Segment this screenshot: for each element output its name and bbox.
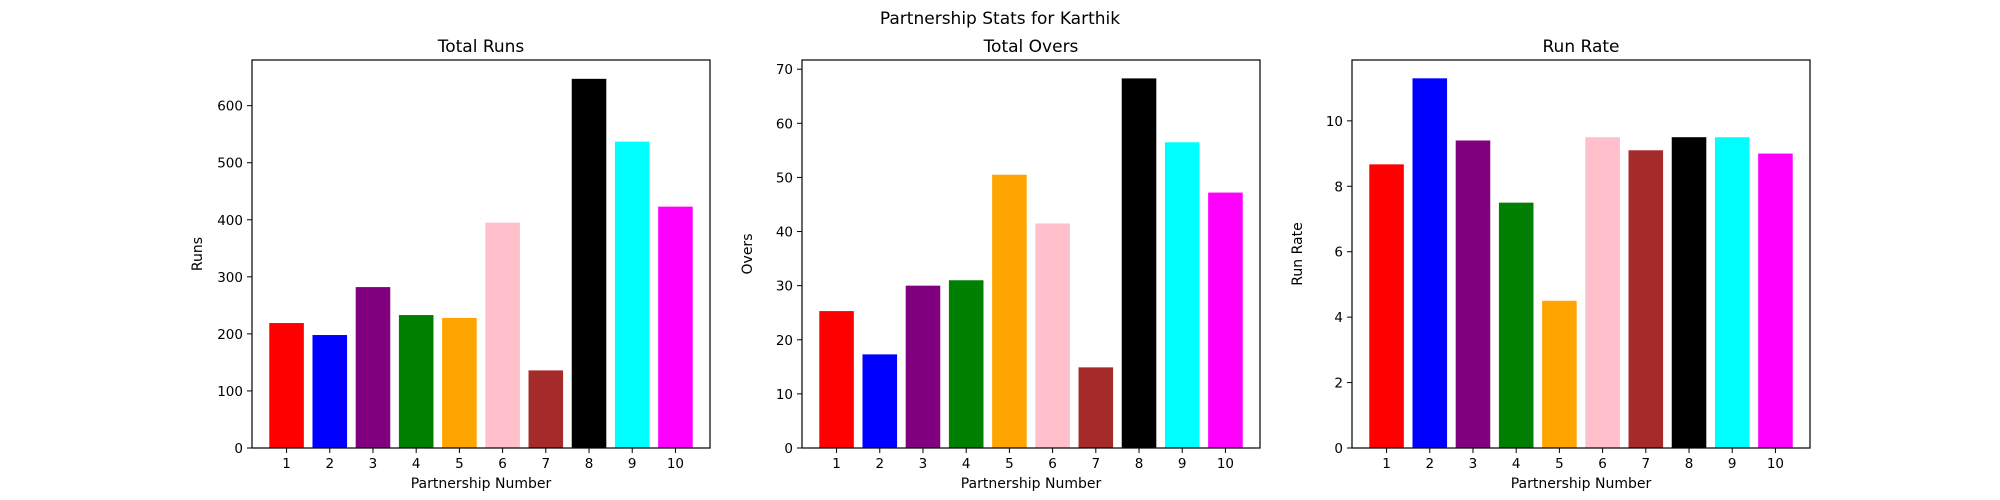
y-tick-label: 6 [1334, 245, 1343, 261]
x-tick-label: 2 [325, 456, 334, 472]
x-tick-label: 9 [1178, 456, 1187, 472]
y-tick-label: 4 [1334, 310, 1343, 326]
bar-total-runs-1 [269, 323, 304, 448]
y-tick-label: 0 [234, 441, 243, 457]
y-tick-label: 100 [217, 384, 243, 400]
bar-total-runs-7 [528, 370, 564, 448]
bar-run-rate-1 [1369, 164, 1404, 449]
x-tick-label: 2 [875, 456, 884, 472]
bar-total-overs-4 [948, 280, 984, 448]
panel-run-rate: 1 2 3 4 5 6 7 8 9 10 0 2 4 6 8 10 Run Rate Partnership Nu… [1290, 37, 1811, 492]
figure-title: Partnership Stats for Karthik [880, 9, 1120, 29]
y-tick-label: 600 [217, 99, 243, 115]
y-tick-label: 40 [776, 225, 793, 241]
x-tick-label: 6 [1048, 456, 1057, 472]
x-tick-label: 6 [498, 456, 507, 472]
x-tick-label: 4 [962, 456, 971, 472]
y-tick-label: 10 [1326, 114, 1343, 130]
x-tick-label: 1 [282, 456, 291, 472]
bar-total-runs-5 [442, 317, 477, 448]
x-tick-label: 8 [1685, 456, 1694, 472]
x-tick-label: 8 [1135, 456, 1144, 472]
x-tick-label: 6 [1598, 456, 1607, 472]
axes-frame [801, 59, 1261, 449]
x-tick-label: 4 [412, 456, 421, 472]
bar-total-runs-6 [485, 222, 520, 448]
bar-total-overs-2 [862, 354, 898, 448]
x-axis-label: Partnership Number [1511, 476, 1652, 492]
bar-run-rate-10 [1758, 153, 1793, 448]
y-tick-label: 8 [1334, 179, 1343, 195]
y-tick-label: 60 [776, 116, 793, 132]
bar-total-overs-5 [992, 174, 1027, 448]
bar-run-rate-2 [1412, 78, 1448, 448]
y-tick-label: 2 [1334, 376, 1343, 392]
x-tick-label: 7 [1092, 456, 1101, 472]
y-tick-label: 0 [784, 441, 793, 457]
x-tick-label: 9 [628, 456, 637, 472]
bar-total-runs-4 [398, 315, 434, 448]
bar-total-overs-8 [1121, 78, 1157, 449]
bar-run-rate-3 [1455, 140, 1491, 449]
y-tick-label: 50 [776, 170, 793, 186]
panel-title: Total Overs [983, 37, 1079, 57]
x-tick-label: 10 [667, 456, 684, 472]
y-tick-label: 300 [217, 270, 243, 286]
x-tick-label: 5 [1555, 456, 1564, 472]
bar-run-rate-4 [1498, 202, 1534, 448]
bar-total-runs-10 [658, 206, 693, 448]
y-tick-label: 400 [217, 213, 243, 229]
bar-run-rate-6 [1585, 137, 1620, 448]
bar-total-overs-9 [1164, 142, 1200, 448]
bar-total-runs-3 [355, 287, 391, 448]
bar-run-rate-9 [1714, 137, 1750, 448]
x-tick-label: 5 [455, 456, 464, 472]
x-tick-label: 10 [1217, 456, 1234, 472]
x-tick-label: 9 [1728, 456, 1737, 472]
y-tick-label: 200 [217, 327, 243, 343]
bar-total-overs-10 [1208, 192, 1243, 448]
bar-total-runs-2 [312, 335, 348, 448]
y-axis-label: Run Rate [1290, 222, 1306, 285]
x-tick-label: 4 [1512, 456, 1521, 472]
x-tick-label: 2 [1425, 456, 1434, 472]
axes-frame [1351, 59, 1811, 449]
bar-run-rate-8 [1671, 137, 1707, 448]
panel-total-overs: 1 2 3 4 5 6 7 8 9 10 0 10 20 30 40 50 60 70 Total Overs Par… [740, 37, 1261, 492]
bar-total-runs-8 [571, 78, 607, 448]
x-tick-label: 7 [542, 456, 551, 472]
x-tick-label: 1 [1382, 456, 1391, 472]
x-axis-label: Partnership Number [961, 476, 1102, 492]
x-axis-label: Partnership Number [411, 476, 552, 492]
y-tick-label: 70 [776, 62, 793, 78]
panel-title: Run Rate [1543, 37, 1620, 57]
bar-total-overs-3 [905, 285, 941, 448]
y-tick-label: 500 [217, 156, 243, 172]
bar-total-overs-7 [1078, 367, 1114, 448]
x-tick-label: 1 [832, 456, 841, 472]
x-tick-label: 5 [1005, 456, 1014, 472]
x-tick-label: 3 [1469, 456, 1478, 472]
bar-total-overs-1 [819, 311, 854, 448]
y-tick-label: 10 [776, 387, 793, 403]
x-tick-label: 3 [369, 456, 378, 472]
bar-total-overs-6 [1035, 223, 1070, 448]
y-axis-label: Runs [190, 237, 206, 271]
x-tick-label: 8 [585, 456, 594, 472]
y-tick-label: 20 [776, 333, 793, 349]
bar-run-rate-7 [1628, 150, 1664, 449]
y-tick-label: 30 [776, 279, 793, 295]
bar-run-rate-5 [1542, 300, 1577, 448]
axes-frame [251, 59, 711, 449]
bar-total-runs-9 [614, 141, 650, 448]
x-tick-label: 3 [919, 456, 928, 472]
panel-title: Total Runs [437, 37, 525, 57]
x-tick-label: 10 [1767, 456, 1784, 472]
y-tick-label: 0 [1334, 441, 1343, 457]
y-axis-label: Overs [740, 234, 756, 275]
x-tick-label: 7 [1642, 456, 1651, 472]
